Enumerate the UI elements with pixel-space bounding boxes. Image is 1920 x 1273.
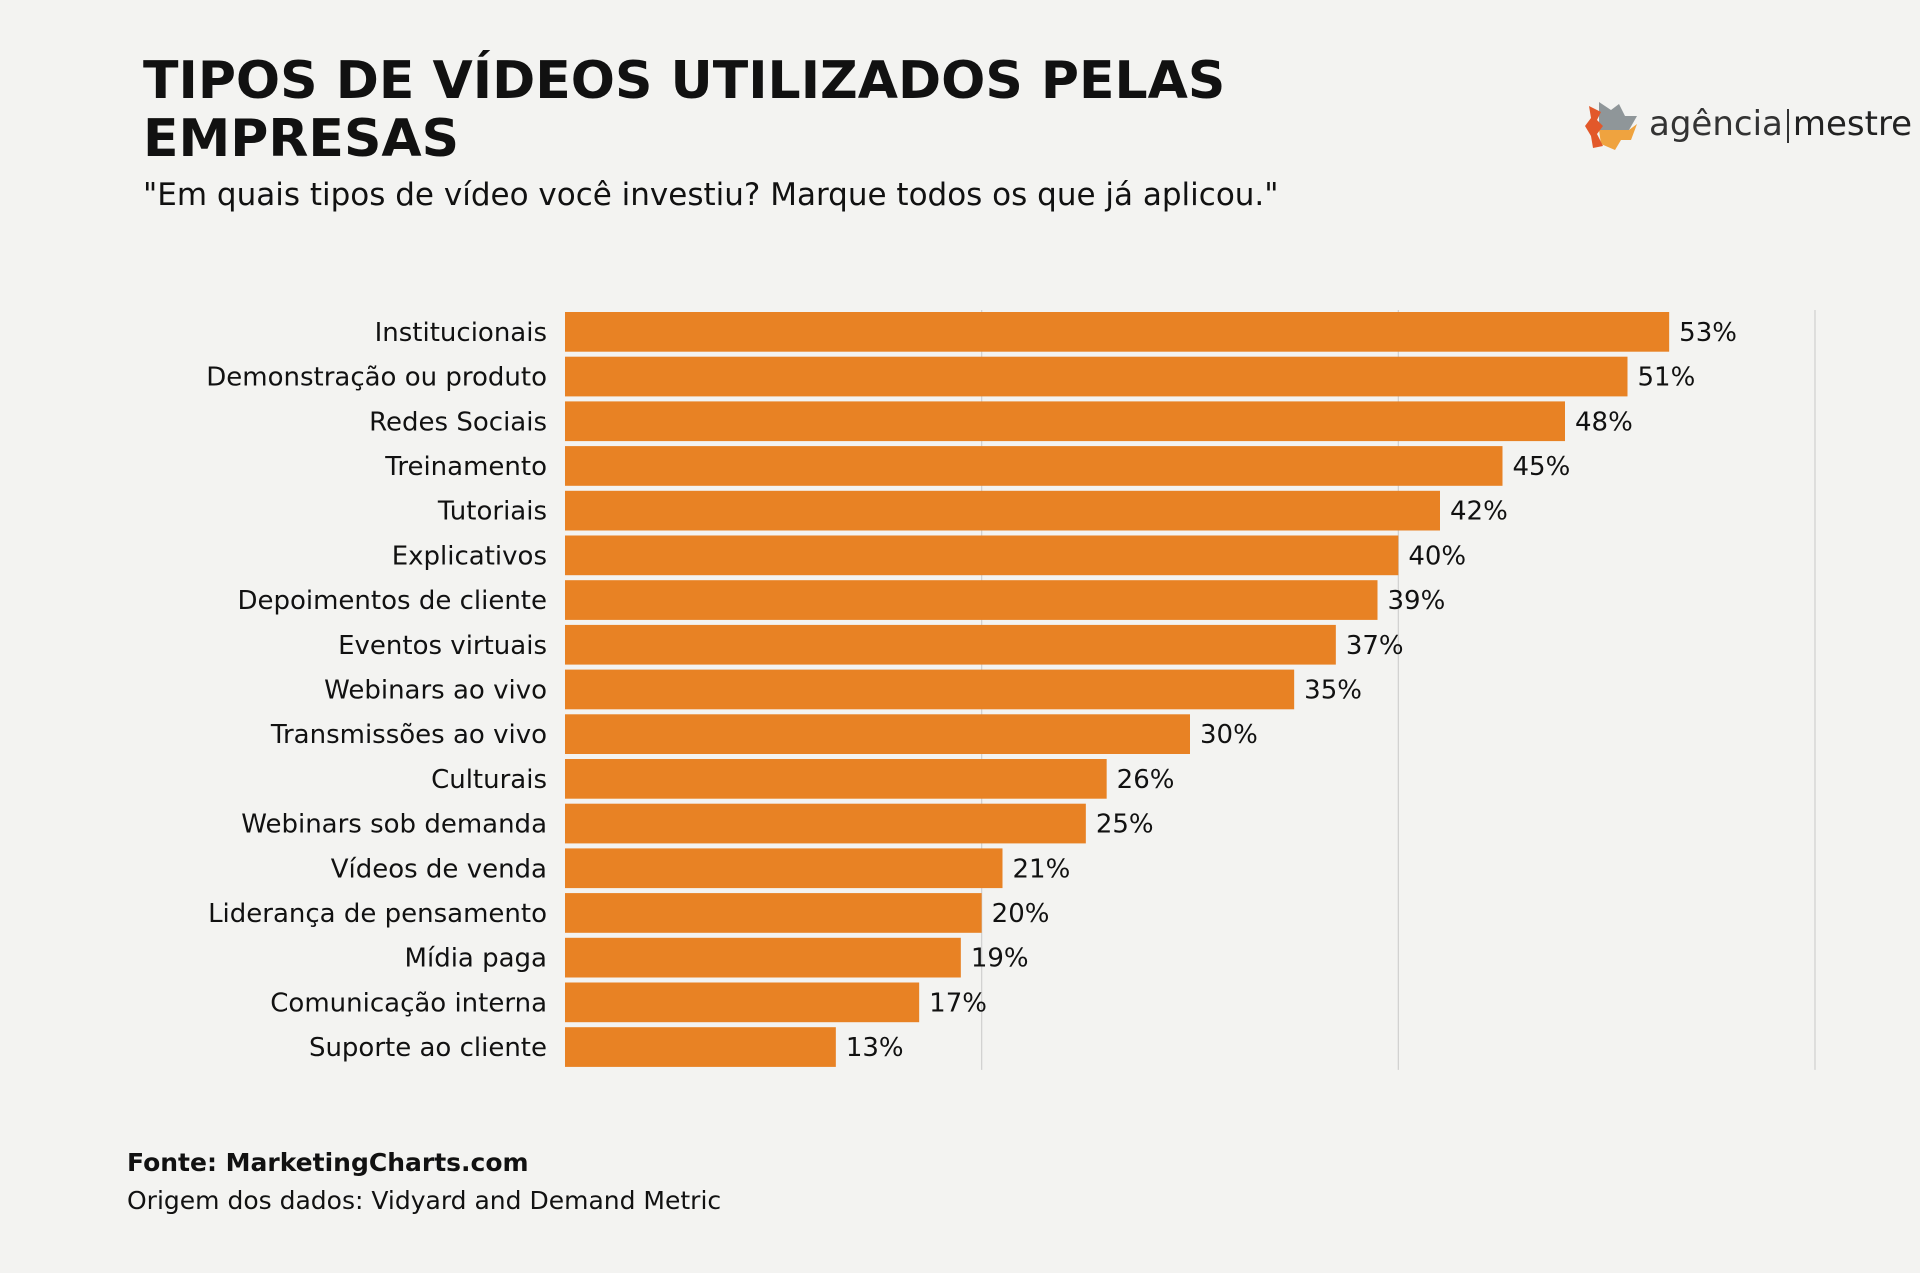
data-label: 48% xyxy=(1575,407,1633,437)
data-label: 35% xyxy=(1304,675,1362,705)
data-label: 17% xyxy=(929,988,987,1018)
category-label: Explicativos xyxy=(392,541,547,571)
logo-text-right: mestre xyxy=(1792,104,1913,144)
bar-chart: Institucionais 53% Demonstração ou produto… xyxy=(206,310,1816,1070)
category-label: Redes Sociais xyxy=(369,407,547,437)
category-label: Depoimentos de cliente xyxy=(237,586,547,616)
category-label: Transmissões ao vivo xyxy=(270,720,547,750)
data-label: 53% xyxy=(1679,318,1737,348)
data-label: 51% xyxy=(1638,363,1696,393)
category-label: Demonstração ou produto xyxy=(206,363,547,393)
category-label: Tutoriais xyxy=(437,497,547,527)
category-label: Liderança de pensamento xyxy=(208,899,547,929)
data-label: 30% xyxy=(1200,720,1258,750)
bar xyxy=(565,714,1190,754)
data-label: 13% xyxy=(846,1033,904,1063)
category-label: Culturais xyxy=(431,765,547,795)
data-label: 39% xyxy=(1388,586,1446,616)
category-label: Suporte ao cliente xyxy=(309,1033,547,1063)
data-label: 45% xyxy=(1513,452,1571,482)
category-label: Institucionais xyxy=(375,318,547,348)
data-label: 21% xyxy=(1013,854,1071,884)
bar xyxy=(565,580,1378,620)
logo-text-left: agência xyxy=(1649,104,1783,144)
data-label: 37% xyxy=(1346,631,1404,661)
data-label: 20% xyxy=(992,899,1050,929)
bar xyxy=(565,624,1336,665)
source-text: Fonte: MarketingCharts.com xyxy=(127,1148,529,1177)
bar xyxy=(565,937,961,978)
data-origin-text: Origem dos dados: Vidyard and Demand Met… xyxy=(127,1186,722,1215)
bar xyxy=(565,759,1107,799)
bar xyxy=(565,446,1503,486)
chart-title: TIPOS DE VÍDEOS UTILIZADOS PELAS EMPRESA… xyxy=(143,51,1226,169)
chart-subtitle: "Em quais tipos de vídeo você investiu? … xyxy=(143,177,1279,213)
bar xyxy=(565,848,1003,889)
data-label: 40% xyxy=(1408,541,1466,571)
category-label: Treinamento xyxy=(384,452,547,482)
bar xyxy=(565,803,1086,844)
bar xyxy=(565,401,1565,442)
category-label: Webinars sob demanda xyxy=(241,810,547,840)
category-label: Webinars ao vivo xyxy=(324,675,547,705)
category-label: Mídia paga xyxy=(405,944,547,974)
logo-mark-icon xyxy=(1585,102,1637,150)
data-label: 42% xyxy=(1450,497,1508,527)
bar xyxy=(565,490,1440,531)
bar xyxy=(565,1027,836,1067)
data-label: 19% xyxy=(971,944,1029,974)
bar xyxy=(565,669,1295,710)
category-label: Comunicação interna xyxy=(270,988,547,1018)
bar xyxy=(565,356,1628,397)
category-label: Vídeos de venda xyxy=(331,854,547,884)
category-label: Eventos virtuais xyxy=(338,631,547,661)
data-label: 26% xyxy=(1117,765,1175,795)
bar xyxy=(565,982,920,1023)
bar xyxy=(565,535,1399,576)
bar xyxy=(565,893,982,933)
data-label: 25% xyxy=(1096,810,1154,840)
agencia-mestre-logo: agência mestre xyxy=(1585,96,1912,152)
bar xyxy=(565,312,1670,352)
